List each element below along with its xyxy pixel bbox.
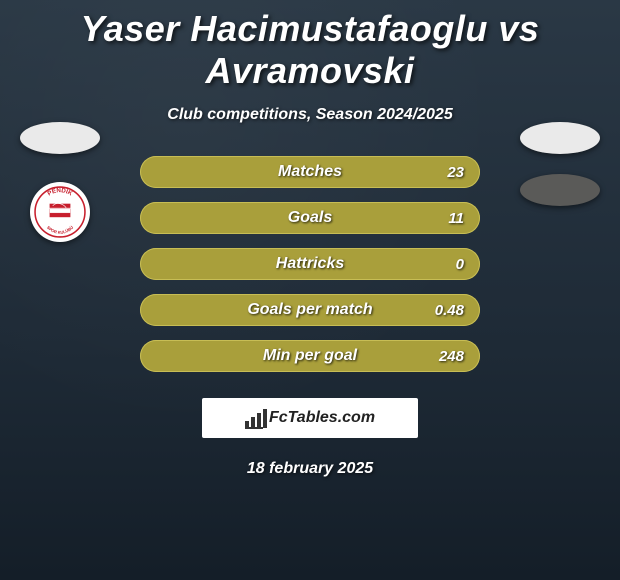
chart-bars-icon	[245, 409, 267, 428]
pendik-logo-icon: PENDİK SPOR KULÜBÜ	[34, 186, 86, 238]
stat-value-right: 0	[456, 256, 464, 273]
player-photo-left	[20, 122, 100, 154]
stat-row: Min per goal 248	[140, 340, 480, 372]
stat-label: Goals per match	[247, 301, 372, 319]
stat-label: Hattricks	[276, 255, 344, 273]
infographic-date: 18 february 2025	[0, 460, 620, 478]
stat-value-right: 11	[448, 210, 464, 227]
stat-row: Goals 11	[140, 202, 480, 234]
stat-label: Min per goal	[263, 347, 357, 365]
page-title: Yaser Hacimustafaoglu vs Avramovski	[0, 0, 620, 92]
stat-label: Goals	[288, 209, 332, 227]
stat-row: Goals per match 0.48	[140, 294, 480, 326]
stat-row: Matches 23	[140, 156, 480, 188]
stat-value-right: 0.48	[435, 302, 464, 319]
stat-value-right: 23	[447, 164, 464, 181]
page-subtitle: Club competitions, Season 2024/2025	[0, 106, 620, 124]
stat-value-right: 248	[439, 348, 464, 365]
site-badge[interactable]: FcTables.com	[202, 398, 418, 438]
club-logo-right	[520, 174, 600, 206]
stat-label: Matches	[278, 163, 342, 181]
site-label: FcTables.com	[269, 409, 375, 427]
club-logo-left: PENDİK SPOR KULÜBÜ	[30, 182, 90, 242]
player-photo-right	[520, 122, 600, 154]
stat-row: Hattricks 0	[140, 248, 480, 280]
